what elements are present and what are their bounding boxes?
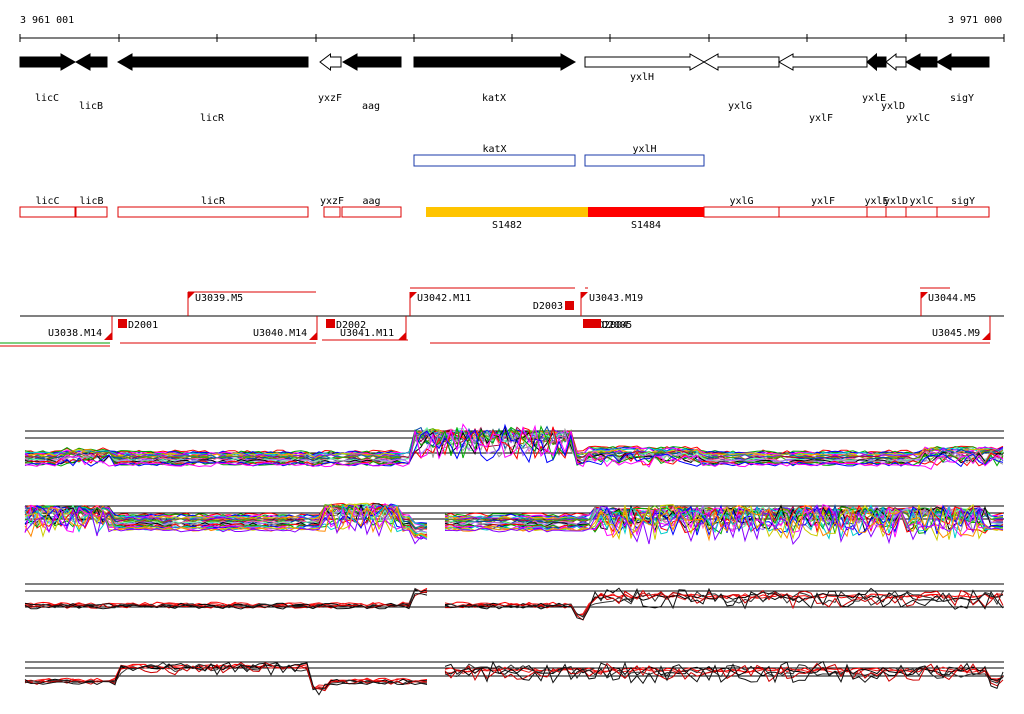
flag-marker-D2003[interactable] [565, 301, 574, 310]
flag-marker-U3044.M5[interactable] [921, 292, 928, 299]
red-box-label-licR: licR [201, 196, 226, 207]
gene-label-yxlG: yxlG [728, 101, 752, 112]
gene-arrow-sigY[interactable] [935, 53, 990, 71]
gene-label-yxlF: yxlF [809, 113, 833, 124]
red-box-label-yxlD: yxlD [884, 196, 908, 207]
gene-label-yxzF: yxzF [318, 93, 342, 104]
flag-marker-U3043.M19[interactable] [581, 292, 588, 299]
flag-marker-D2005[interactable] [592, 319, 601, 328]
flag-marker-U3040.M14[interactable] [309, 332, 317, 340]
red-box-sigY[interactable] [936, 206, 990, 218]
flag-marker-D2001[interactable] [118, 319, 127, 328]
flag-marker-U3042.M11[interactable] [410, 292, 417, 299]
flag-label-D2001: D2001 [128, 320, 158, 331]
red-box-yxlE[interactable] [866, 206, 887, 218]
flag-label-U3043.M19: U3043.M19 [589, 293, 643, 304]
gene-arrow-licB[interactable] [74, 53, 108, 71]
red-box-yxlC[interactable] [905, 206, 938, 218]
red-box-label-yxlF: yxlF [811, 196, 835, 207]
segment-label-S1482: S1482 [492, 220, 522, 231]
flag-label-D2002: D2002 [336, 320, 366, 331]
coord-start: 3 961 001 [20, 15, 74, 26]
segment-label-S1484: S1484 [631, 220, 661, 231]
gene-label-aag: aag [362, 101, 380, 112]
segment-track: S1482 S1484 [426, 207, 704, 231]
gene-track: licClicBlicRyxzFaagkatXyxlHyxlGyxlFyxlEy… [19, 52, 990, 124]
blue-box-yxlH[interactable] [584, 154, 705, 167]
gene-label-licR: licR [200, 113, 225, 124]
blue-box-track: katX yxlH [413, 144, 705, 167]
flag-label-U3042.M11: U3042.M11 [417, 293, 471, 304]
gene-label-yxlD: yxlD [881, 101, 905, 112]
flag-label-U3041.M11: U3041.M11 [340, 328, 394, 339]
gene-arrow-aag[interactable] [341, 53, 402, 71]
red-box-aag[interactable] [341, 206, 402, 218]
gene-arrow-katX[interactable] [413, 53, 577, 71]
red-box-label-licB: licB [79, 196, 103, 207]
gene-arrow-yxlH[interactable] [584, 53, 706, 71]
gene-arrow-licC[interactable] [19, 53, 77, 71]
flag-label-U3038.M14: U3038.M14 [48, 328, 102, 339]
gene-arrow-yxlE[interactable] [866, 52, 887, 72]
blue-box-katX[interactable] [413, 154, 576, 167]
gene-label-katX: katX [482, 93, 506, 104]
red-box-yxlG[interactable] [703, 206, 780, 218]
gene-arrow-yxlD[interactable] [885, 52, 907, 72]
red-box-label-yxzF: yxzF [320, 196, 344, 207]
red-box-label-yxlC: yxlC [909, 196, 933, 207]
flag-label-D2003: D2003 [533, 301, 563, 312]
red-box-label-sigY: sigY [951, 196, 975, 207]
gene-label-yxlE: yxlE [862, 93, 886, 104]
coordinate-ruler: 3 961 001 3 971 000 [19, 15, 1005, 42]
flag-label-U3040.M14: U3040.M14 [253, 328, 307, 339]
gene-arrow-yxlF[interactable] [777, 53, 868, 71]
red-box-yxlD[interactable] [885, 206, 907, 218]
segment-S1484[interactable] [588, 207, 704, 217]
flag-marker-D2004[interactable] [583, 319, 592, 328]
flag-label-U3044.M5: U3044.M5 [928, 293, 976, 304]
gene-arrow-yxlG[interactable] [702, 53, 780, 71]
gene-label-yxlH: yxlH [630, 72, 654, 83]
gene-label-licB: licB [79, 101, 103, 112]
flag-marker-U3045.M9[interactable] [982, 332, 990, 340]
gene-label-sigY: sigY [950, 93, 974, 104]
gene-label-licC: licC [35, 93, 59, 104]
gene-arrow-yxzF[interactable] [319, 52, 342, 72]
gene-arrow-licR[interactable] [116, 53, 309, 71]
red-box-yxzF[interactable] [323, 206, 341, 218]
expression-tracks [24, 423, 1004, 696]
red-box-licC[interactable] [19, 206, 76, 218]
flag-label-D2004: D2004 [598, 320, 628, 331]
red-box-licB[interactable] [75, 206, 108, 218]
flag-marker-U3039.M5[interactable] [188, 292, 195, 299]
flag-label-U3039.M5: U3039.M5 [195, 293, 243, 304]
flag-marker-D2002[interactable] [326, 319, 335, 328]
blue-box-label-katX: katX [482, 144, 506, 155]
gene-label-yxlC: yxlC [906, 113, 930, 124]
blue-box-label-yxlH: yxlH [632, 144, 656, 155]
red-box-label-licC: licC [35, 196, 59, 207]
flag-marker-U3038.M14[interactable] [104, 332, 112, 340]
gene-arrow-yxlC[interactable] [904, 53, 938, 71]
red-box-licR[interactable] [117, 206, 309, 218]
red-box-label-yxlG: yxlG [729, 196, 753, 207]
red-box-yxlF[interactable] [778, 206, 868, 218]
flag-track: U3039.M5 U3042.M11 U3043.M19 U3044.M5 D2003 U… [0, 287, 1004, 347]
flag-label-D2005: D2005 [602, 320, 632, 331]
segment-S1482[interactable] [426, 207, 588, 217]
red-box-label-aag: aag [362, 196, 380, 207]
coord-end: 3 971 000 [948, 15, 1002, 26]
flag-marker-U3041.M11[interactable] [398, 332, 406, 340]
red-box-label-yxlE: yxlE [864, 196, 888, 207]
flag-label-U3045.M9: U3045.M9 [932, 328, 980, 339]
